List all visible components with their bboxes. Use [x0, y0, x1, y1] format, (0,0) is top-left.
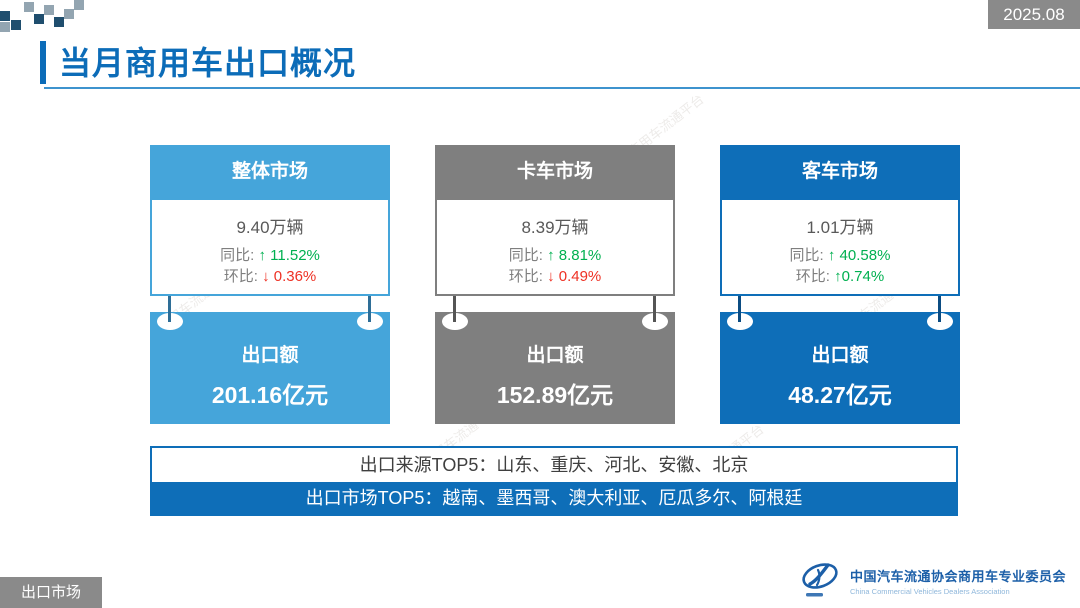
export-sign: 出口额 201.16亿元 — [150, 312, 390, 424]
export-sign: 出口额 152.89亿元 — [435, 312, 675, 424]
volume-value: 8.39万辆 — [521, 218, 589, 237]
logo-emblem-icon — [802, 563, 838, 597]
date-badge: 2025.08 — [988, 0, 1080, 29]
org-logo: 中国汽车流通协会商用车专业委员会 China Commercial Vehicl… — [798, 560, 1066, 602]
deco-square — [64, 9, 74, 19]
volume-value: 1.01万辆 — [806, 218, 874, 237]
yoy-change: ↑ 8.81% — [547, 247, 602, 264]
mom-label: 环比: — [795, 268, 830, 285]
deco-square — [44, 5, 54, 15]
mom-change: ↓ 0.36% — [262, 268, 317, 285]
card-stats: 9.40万辆 同比: ↑ 11.52% 环比: ↓ 0.36% — [150, 198, 390, 296]
pin-line — [653, 296, 656, 322]
yoy-label: 同比: — [220, 247, 255, 264]
mom-label: 环比: — [223, 268, 258, 285]
page-title: 当月商用车出口概况 — [59, 45, 357, 81]
mom-change: ↑0.74% — [834, 268, 885, 285]
export-label: 出口额 — [811, 345, 869, 366]
pin-line — [938, 296, 941, 322]
export-value: 152.89亿元 — [496, 382, 614, 408]
yoy-change: ↑ 11.52% — [258, 247, 320, 264]
pin-line — [168, 296, 171, 322]
deco-square — [11, 20, 21, 30]
export-value: 48.27亿元 — [788, 382, 892, 408]
top5-market-row: 出口市场TOP5：越南、墨西哥、澳大利亚、厄瓜多尔、阿根廷 — [152, 482, 956, 514]
org-name-block: 中国汽车流通协会商用车专业委员会 China Commercial Vehicl… — [850, 566, 1066, 596]
yoy-row: 同比: ↑ 11.52% — [152, 245, 388, 266]
deco-pattern — [0, 0, 110, 40]
deco-square — [0, 22, 10, 32]
card-stats: 1.01万辆 同比: ↑ 40.58% 环比: ↑0.74% — [720, 198, 960, 296]
yoy-change: ↑ 40.58% — [827, 247, 891, 264]
export-value: 201.16亿元 — [211, 382, 329, 408]
card-truck-market: 卡车市场 8.39万辆 同比: ↑ 8.81% 环比: ↓ 0.49% 出口额 … — [435, 145, 675, 424]
yoy-label: 同比: — [789, 247, 824, 264]
card-bus-market: 客车市场 1.01万辆 同比: ↑ 40.58% 环比: ↑0.74% 出口额 … — [720, 145, 960, 424]
deco-square — [54, 17, 64, 27]
card-header: 客车市场 — [720, 145, 960, 198]
pin-line — [453, 296, 456, 322]
mom-row: 环比: ↓ 0.49% — [437, 266, 673, 287]
pin-line — [738, 296, 741, 322]
yoy-row: 同比: ↑ 40.58% — [722, 245, 958, 266]
mom-change: ↓ 0.49% — [547, 268, 602, 285]
mom-label: 环比: — [508, 268, 543, 285]
mom-row: 环比: ↓ 0.36% — [152, 266, 388, 287]
export-label: 出口额 — [241, 345, 299, 366]
yoy-row: 同比: ↑ 8.81% — [437, 245, 673, 266]
mom-row: 环比: ↑0.74% — [722, 266, 958, 287]
card-header: 整体市场 — [150, 145, 390, 198]
volume-value: 9.40万辆 — [236, 218, 304, 237]
pin-line — [368, 296, 371, 322]
card-header: 卡车市场 — [435, 145, 675, 198]
org-name-cn: 中国汽车流通协会商用车专业委员会 — [849, 569, 1066, 584]
deco-square — [24, 2, 34, 12]
card-stats: 8.39万辆 同比: ↑ 8.81% 环比: ↓ 0.49% — [435, 198, 675, 296]
deco-square — [34, 14, 44, 24]
deco-square — [0, 11, 10, 21]
export-sign: 出口额 48.27亿元 — [720, 312, 960, 424]
top5-source-row: 出口来源TOP5：山东、重庆、河北、安徽、北京 — [152, 448, 956, 482]
footer-tab: 出口市场 — [0, 577, 102, 608]
top5-panel: 出口来源TOP5：山东、重庆、河北、安徽、北京 出口市场TOP5：越南、墨西哥、… — [150, 446, 958, 516]
card-overall-market: 整体市场 9.40万辆 同比: ↑ 11.52% 环比: ↓ 0.36% 出口额… — [150, 145, 390, 424]
org-name-en: China Commercial Vehicles Dealers Associ… — [849, 587, 1010, 596]
yoy-label: 同比: — [508, 247, 543, 264]
deco-square — [74, 0, 84, 10]
title-accent-bar — [40, 41, 46, 84]
export-label: 出口额 — [526, 345, 584, 366]
title-underline — [44, 87, 1080, 89]
